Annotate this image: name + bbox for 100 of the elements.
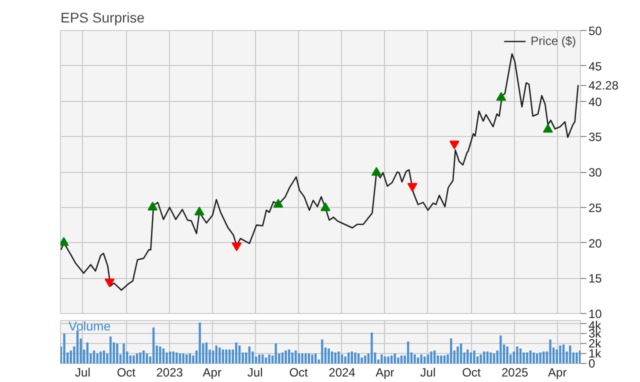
bar <box>215 346 218 364</box>
bar <box>490 352 492 364</box>
bar <box>450 338 452 364</box>
legend-label: Price ($) <box>530 34 576 48</box>
bar <box>258 354 260 364</box>
bar <box>522 352 525 364</box>
point <box>496 92 506 101</box>
bar <box>357 354 360 364</box>
bar <box>360 358 363 364</box>
x-tick-label: Apr <box>376 366 394 380</box>
bar <box>291 352 294 364</box>
y-tick-label: 50 <box>588 24 602 38</box>
bar <box>70 350 72 364</box>
point <box>371 167 382 176</box>
bar <box>519 348 522 364</box>
x-tick-label: Oct <box>462 366 482 380</box>
bar <box>416 358 420 364</box>
bar <box>433 350 436 364</box>
bar <box>414 354 416 364</box>
bar <box>370 332 373 364</box>
bar <box>407 342 410 364</box>
bar <box>268 354 270 364</box>
x-tick-label: 2024 <box>328 366 356 380</box>
bar <box>480 354 482 364</box>
bar <box>506 346 508 364</box>
bar <box>248 346 251 364</box>
bar <box>63 334 66 364</box>
bar <box>304 354 307 364</box>
bar <box>473 350 476 364</box>
bar <box>529 350 532 364</box>
bar <box>142 350 145 364</box>
bar <box>186 354 188 364</box>
bar <box>390 356 393 364</box>
bar <box>284 350 287 364</box>
bar <box>86 342 89 364</box>
bar <box>330 352 334 364</box>
bar <box>314 354 317 364</box>
chart-title: Volume <box>68 320 111 334</box>
bar <box>556 350 558 364</box>
bar <box>198 322 201 364</box>
line-series <box>60 53 579 291</box>
bar <box>562 344 565 364</box>
annotation: 42.28 <box>588 78 619 93</box>
bar <box>397 358 400 364</box>
bar <box>109 336 112 364</box>
bar <box>424 356 426 364</box>
bar <box>238 346 241 364</box>
bar <box>136 354 138 364</box>
y-tick-label: 15 <box>588 272 602 286</box>
bar <box>218 348 221 364</box>
bar <box>264 358 268 364</box>
point <box>320 202 330 212</box>
y-tick-label: 20 <box>588 236 602 250</box>
x-tick-label: Jul <box>75 366 90 380</box>
bar <box>384 356 386 364</box>
y-tick-label: 45 <box>588 59 602 74</box>
bar <box>100 352 102 364</box>
y-tick-label: 10 <box>588 307 602 321</box>
chart-title: EPS Surprise <box>60 10 145 26</box>
bar <box>470 352 472 364</box>
bar <box>344 356 346 364</box>
x-tick-label: Jul <box>247 366 263 380</box>
x-tick-label: Oct <box>116 366 136 380</box>
bar <box>298 354 300 364</box>
bar <box>139 352 142 364</box>
point <box>148 202 158 210</box>
bar <box>542 352 545 364</box>
bar <box>443 356 446 364</box>
bar <box>430 352 432 364</box>
bar <box>338 352 340 364</box>
bar <box>400 356 403 364</box>
bar <box>152 328 155 364</box>
bar <box>225 350 228 364</box>
bar <box>486 352 489 364</box>
bar <box>516 346 518 364</box>
bar <box>394 354 396 364</box>
bar <box>576 352 578 364</box>
bar <box>549 340 552 364</box>
point <box>273 198 284 208</box>
bar <box>500 336 502 364</box>
bar <box>334 352 336 364</box>
bar <box>426 354 430 364</box>
y-tick-label: 40 <box>588 94 602 109</box>
bar <box>311 354 314 364</box>
bar <box>176 352 178 364</box>
bar <box>328 348 330 364</box>
bar <box>380 354 383 364</box>
bar <box>281 352 284 364</box>
bar <box>166 352 168 364</box>
x-tick-label: Jul <box>420 366 436 380</box>
y-tick-label: 35 <box>588 130 602 144</box>
bar <box>235 342 238 364</box>
bar <box>559 346 562 364</box>
bar <box>348 352 350 364</box>
bar <box>288 350 290 364</box>
x-tick-label: 2023 <box>156 366 184 380</box>
bar <box>532 352 535 364</box>
bar <box>182 354 184 364</box>
bar <box>301 354 304 364</box>
bar <box>364 356 366 364</box>
